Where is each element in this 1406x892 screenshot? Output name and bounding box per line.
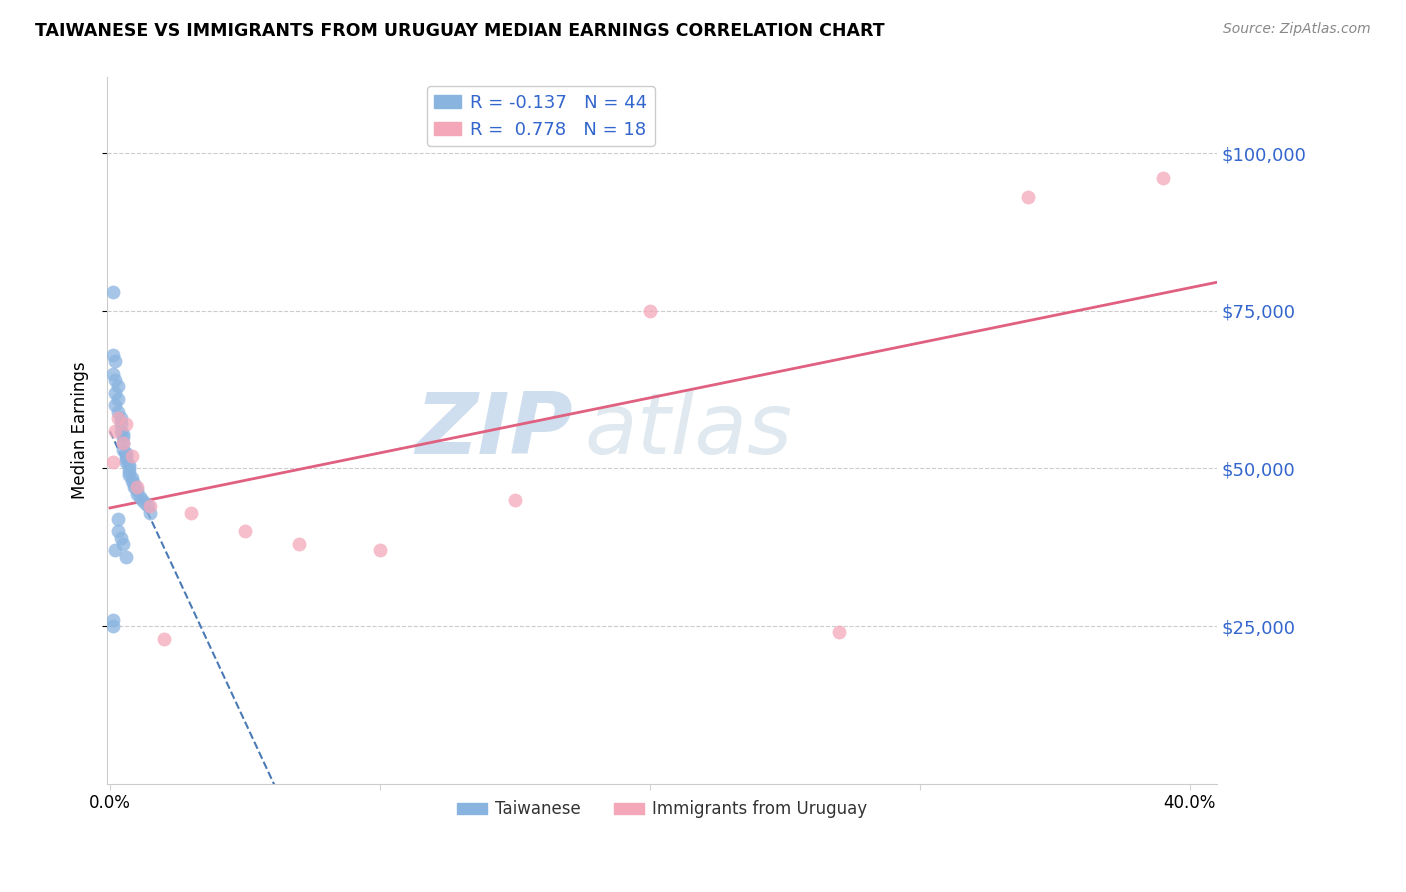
Point <box>101 367 124 381</box>
Point <box>101 285 124 299</box>
Point <box>104 385 127 400</box>
Point <box>139 506 162 520</box>
Point <box>112 436 135 450</box>
Text: ZIP: ZIP <box>416 389 574 472</box>
Point <box>233 524 256 539</box>
Point <box>101 348 124 362</box>
Point <box>107 392 129 406</box>
Point <box>118 467 141 482</box>
Legend: Taiwanese, Immigrants from Uruguay: Taiwanese, Immigrants from Uruguay <box>450 794 875 825</box>
Point <box>110 531 132 545</box>
Point <box>828 625 851 640</box>
Text: atlas: atlas <box>585 389 793 472</box>
Point <box>118 461 141 475</box>
Point <box>638 303 661 318</box>
Point <box>107 524 129 539</box>
Point <box>112 537 135 551</box>
Point <box>288 537 311 551</box>
Point <box>112 436 135 450</box>
Point <box>104 424 127 438</box>
Point <box>139 500 162 514</box>
Point <box>115 445 138 459</box>
Point <box>121 449 143 463</box>
Point <box>503 492 526 507</box>
Point <box>125 486 148 500</box>
Point <box>107 512 129 526</box>
Point <box>112 430 135 444</box>
Point <box>110 424 132 438</box>
Point <box>101 613 124 627</box>
Point <box>124 480 146 494</box>
Point <box>110 411 132 425</box>
Point <box>124 477 146 491</box>
Point <box>104 398 127 412</box>
Point <box>134 496 156 510</box>
Point <box>136 500 159 514</box>
Point <box>115 449 138 463</box>
Point <box>112 426 135 441</box>
Point <box>368 543 391 558</box>
Point <box>153 632 176 646</box>
Point <box>112 442 135 457</box>
Point <box>180 506 202 520</box>
Y-axis label: Median Earnings: Median Earnings <box>72 362 89 500</box>
Point <box>115 452 138 467</box>
Point <box>104 373 127 387</box>
Point <box>125 480 148 494</box>
Point <box>101 619 124 633</box>
Point <box>110 417 132 432</box>
Point <box>115 417 138 432</box>
Point <box>104 543 127 558</box>
Point <box>118 465 141 479</box>
Point <box>1017 190 1039 204</box>
Point <box>118 458 141 473</box>
Point <box>107 379 129 393</box>
Text: Source: ZipAtlas.com: Source: ZipAtlas.com <box>1223 22 1371 37</box>
Point <box>107 411 129 425</box>
Text: TAIWANESE VS IMMIGRANTS FROM URUGUAY MEDIAN EARNINGS CORRELATION CHART: TAIWANESE VS IMMIGRANTS FROM URUGUAY MED… <box>35 22 884 40</box>
Point <box>115 455 138 469</box>
Point <box>101 455 124 469</box>
Point <box>121 474 143 488</box>
Point <box>115 549 138 564</box>
Point <box>131 492 153 507</box>
Point <box>128 490 150 504</box>
Point <box>121 471 143 485</box>
Point <box>125 483 148 498</box>
Point <box>104 354 127 368</box>
Point <box>107 405 129 419</box>
Point <box>1152 171 1174 186</box>
